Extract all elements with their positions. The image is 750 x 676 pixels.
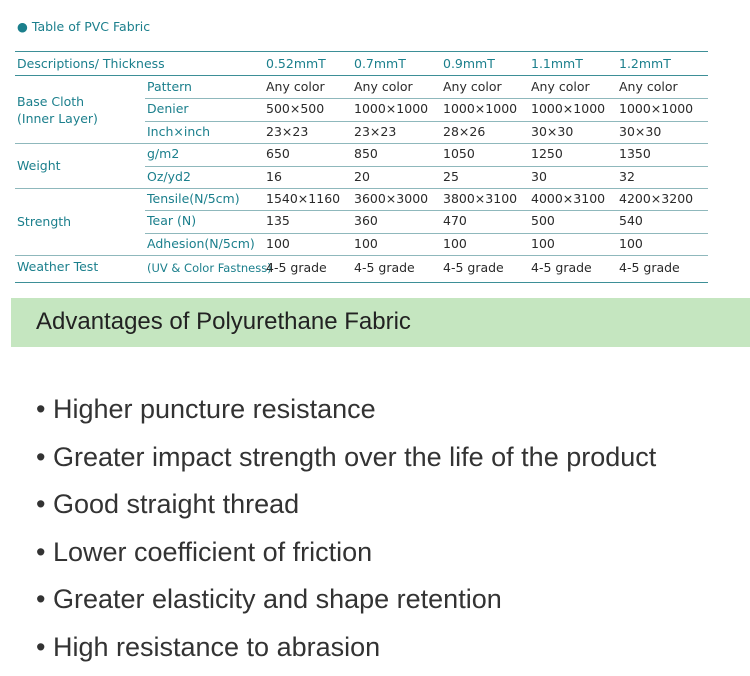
cell: 4200×3200 xyxy=(619,191,694,206)
section-banner: Advantages of Polyurethane Fabric xyxy=(11,298,750,347)
cell: 500 xyxy=(531,213,555,229)
cell: 1000×1000 xyxy=(619,101,694,117)
cell: 360 xyxy=(354,213,378,229)
list-item-text: Higher puncture resistance xyxy=(52,394,376,424)
table-title-text: Table of PVC Fabric xyxy=(31,19,151,34)
list-item: • Greater elasticity and shape retention xyxy=(36,584,502,615)
cell: 1350 xyxy=(619,146,651,162)
header-cell: 1.1mmT xyxy=(531,56,583,71)
cell: 4-5 grade xyxy=(266,260,327,276)
cell: 1000×1000 xyxy=(531,101,606,117)
cell: 23×23 xyxy=(354,123,397,139)
cell: 500×500 xyxy=(266,101,325,117)
table-top-rule xyxy=(15,51,708,52)
cell: 32 xyxy=(619,168,635,184)
cell: 23×23 xyxy=(266,123,309,139)
group-label-line: Weight xyxy=(17,158,61,174)
group-label-line: Strength xyxy=(17,214,72,230)
cell: 20 xyxy=(354,168,370,184)
group-rule xyxy=(15,143,708,145)
list-item: • Lower coefficient of friction xyxy=(36,536,373,567)
row-name: g/m2 xyxy=(147,146,180,162)
list-item: • Good straight thread xyxy=(36,489,300,520)
group-rule xyxy=(15,255,708,257)
list-item: • High resistance to abrasion xyxy=(36,632,381,662)
cell: 3600×3000 xyxy=(354,191,429,206)
cell: 650 xyxy=(266,146,290,162)
row-name: Oz/yd2 xyxy=(147,168,191,184)
cell: 100 xyxy=(266,235,290,251)
group-rule xyxy=(15,281,708,283)
list-item: • Greater impact strength over the life … xyxy=(36,441,657,472)
cell: 850 xyxy=(354,146,378,162)
row-rule xyxy=(145,165,708,167)
cell: 30×30 xyxy=(619,123,662,139)
cell: 1000×1000 xyxy=(354,101,429,117)
header-rule xyxy=(15,75,708,76)
group-label: Base Cloth (Inner Layer) xyxy=(17,93,98,127)
cell: 1050 xyxy=(443,146,475,162)
list-item-text: Greater impact strength over the life of… xyxy=(52,441,657,472)
list-item-text: Good straight thread xyxy=(52,489,300,520)
group-label-line: Weather Test xyxy=(17,258,99,274)
table-title: ● Table of PVC Fabric xyxy=(17,19,151,34)
header-cell: 0.52mmT xyxy=(266,56,326,71)
row-name: Pattern xyxy=(147,79,192,94)
row-name: Inch×inch xyxy=(147,123,211,139)
cell: 1540×1160 xyxy=(266,191,341,206)
row-rule xyxy=(145,98,708,100)
cell: 30×30 xyxy=(531,123,574,139)
cell: 25 xyxy=(443,168,459,184)
cell: 100 xyxy=(354,235,378,251)
group-label-line: Base Cloth xyxy=(17,93,85,109)
cell: 16 xyxy=(266,168,282,184)
cell: 30 xyxy=(531,168,547,184)
cell: Any color xyxy=(354,79,413,94)
list-item: • Higher puncture resistance xyxy=(36,394,376,424)
group-label: Weather Test xyxy=(17,258,98,275)
row-name: Adhesion(N/5cm) xyxy=(147,235,255,251)
header-cell: Descriptions/ Thickness xyxy=(17,56,165,71)
cell: Any color xyxy=(266,79,325,94)
group-rule xyxy=(15,188,708,189)
cell: Any color xyxy=(531,79,590,94)
header-cell: 0.7mmT xyxy=(354,56,406,71)
cell: 540 xyxy=(619,213,643,229)
cell: Any color xyxy=(443,79,502,94)
cell: 1000×1000 xyxy=(443,101,518,117)
group-label: Weight xyxy=(17,157,61,174)
cell: 4-5 grade xyxy=(531,260,592,276)
cell: 100 xyxy=(443,235,467,251)
section-heading: Advantages of Polyurethane Fabric xyxy=(36,308,411,335)
row-rule xyxy=(145,120,708,122)
cell: 470 xyxy=(443,213,467,229)
row-name: Tear (N) xyxy=(147,213,197,229)
header-cell: 1.2mmT xyxy=(619,56,671,71)
cell: 100 xyxy=(619,235,643,251)
group-label-line: (Inner Layer) xyxy=(17,110,98,126)
cell: 28×26 xyxy=(443,123,486,139)
row-name: (UV & Color Fastness) xyxy=(147,261,272,276)
row-rule xyxy=(145,232,708,234)
cell: 100 xyxy=(531,235,555,251)
cell: 4000×3100 xyxy=(531,191,606,206)
row-name: Denier xyxy=(147,101,189,117)
row-name: Tensile(N/5cm) xyxy=(147,191,240,206)
cell: 3800×3100 xyxy=(443,191,518,206)
group-label: Strength xyxy=(17,213,71,230)
list-item-text: Lower coefficient of friction xyxy=(52,536,373,567)
cell: 1250 xyxy=(531,146,563,162)
cell: 4-5 grade xyxy=(354,260,415,276)
header-cell: 0.9mmT xyxy=(443,56,495,71)
cell: Any color xyxy=(619,79,678,94)
list-item-text: High resistance to abrasion xyxy=(52,632,381,662)
row-rule xyxy=(145,210,708,212)
cell: 4-5 grade xyxy=(619,260,680,276)
list-item-text: Greater elasticity and shape retention xyxy=(52,584,502,615)
cell: 4-5 grade xyxy=(443,260,504,276)
cell: 135 xyxy=(266,213,290,229)
